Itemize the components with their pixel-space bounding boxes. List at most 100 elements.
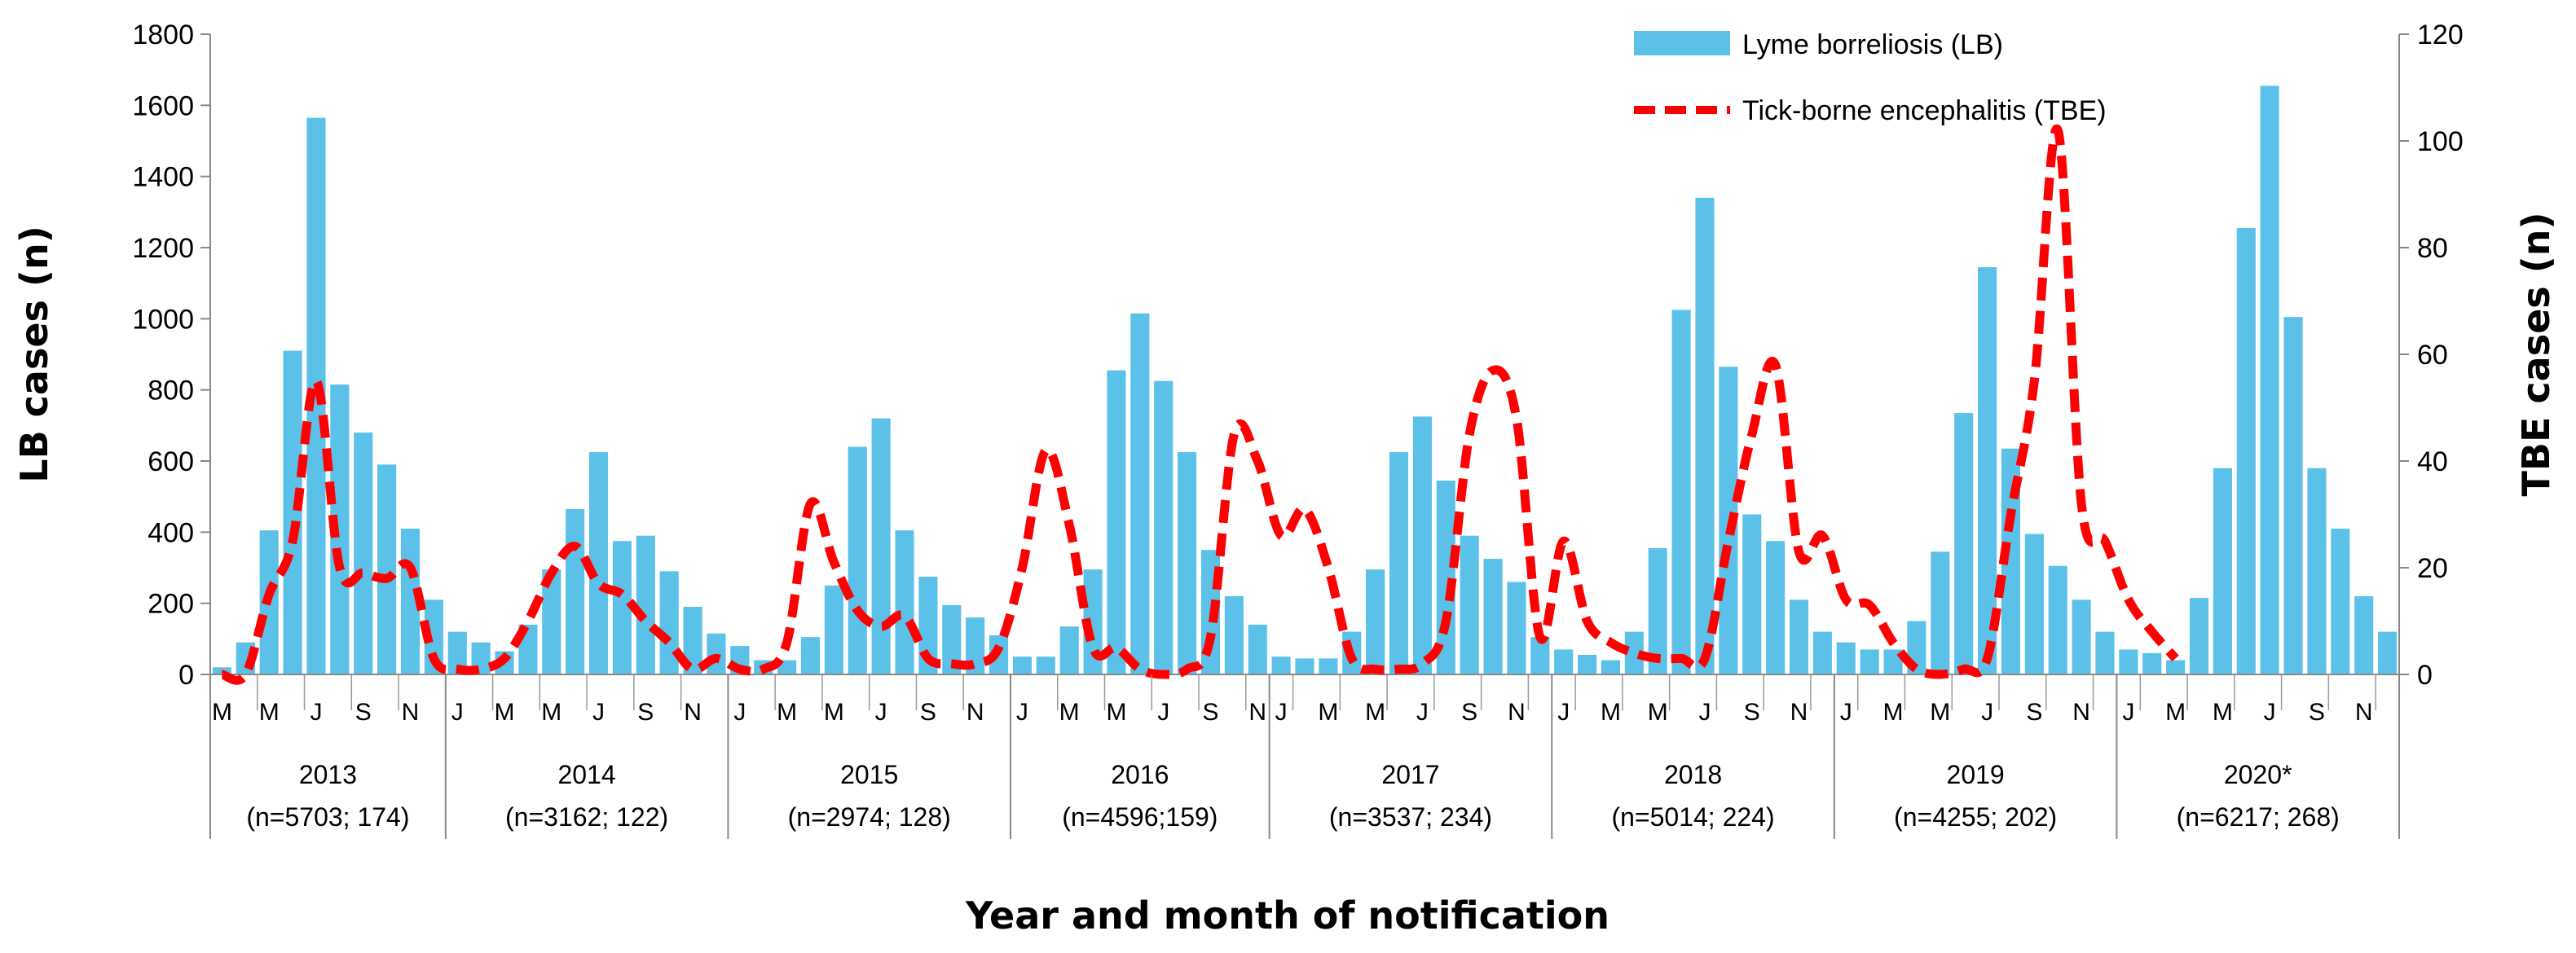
right-tick-label: 120 — [2417, 20, 2464, 51]
lb-bar — [1248, 624, 1267, 674]
lb-bar — [377, 464, 397, 674]
month-label: J — [2122, 699, 2134, 726]
month-label: J — [451, 699, 464, 726]
lb-bar — [566, 508, 585, 674]
lb-bar — [2260, 86, 2279, 675]
lb-bar — [1389, 452, 1409, 674]
left-ticks: 0 200 400 600 800 1000 1200 1400 1600 1800 — [132, 20, 210, 691]
month-label: M — [1059, 699, 1080, 726]
right-tick-label: 100 — [2417, 126, 2464, 157]
lb-bar — [1789, 599, 1809, 674]
lb-bar — [283, 350, 302, 674]
left-tick-label: 200 — [148, 589, 194, 620]
lb-bar — [354, 433, 373, 674]
lb-bar — [1295, 658, 1314, 674]
lb-bar — [542, 569, 561, 674]
month-label: S — [2026, 699, 2042, 726]
month-label: S — [1461, 699, 1477, 726]
left-tick-label: 600 — [148, 446, 194, 477]
year-label: 2019 — [1947, 760, 2005, 789]
right-tick-label: 60 — [2417, 340, 2448, 371]
lb-bar — [1836, 642, 1856, 674]
month-label: M — [1601, 699, 1621, 726]
month-label: M — [2213, 699, 2233, 726]
month-label: M — [777, 699, 797, 726]
month-label: N — [2355, 699, 2373, 726]
legend-lb-swatch — [1634, 31, 1730, 55]
month-label: S — [637, 699, 654, 726]
month-label: J — [1416, 699, 1429, 726]
right-tick-label: 20 — [2417, 553, 2448, 584]
month-label: J — [1016, 699, 1028, 726]
year-counts: (n=4255; 202) — [1894, 802, 2057, 832]
lb-bar — [1931, 551, 1950, 674]
month-label: J — [1840, 699, 1852, 726]
tbe-series-line — [220, 124, 2179, 685]
month-label: N — [1508, 699, 1526, 726]
year-label: 2014 — [558, 760, 616, 789]
month-label: J — [1557, 699, 1570, 726]
left-tick-label: 1800 — [132, 20, 194, 51]
lb-bar — [2283, 317, 2303, 674]
year-label: 2020* — [2224, 760, 2292, 789]
lb-bar — [800, 637, 821, 674]
lb-bar — [2024, 534, 2044, 674]
year-counts: (n=3162; 122) — [505, 802, 668, 832]
legend-lb-label: Lyme borreliosis (LB) — [1742, 29, 2003, 60]
lb-bar — [1954, 413, 1974, 674]
month-label: M — [1648, 699, 1668, 726]
tbe-line — [220, 124, 2179, 685]
lb-bar — [2119, 649, 2138, 674]
year-label: 2018 — [1664, 760, 1722, 789]
lb-bar — [707, 633, 726, 674]
lb-bar — [1154, 380, 1174, 674]
lb-bar — [1460, 535, 1479, 674]
lb-bar — [1578, 654, 1597, 674]
lb-bar — [1366, 569, 1385, 674]
lb-bar — [2378, 631, 2398, 674]
month-label: S — [920, 699, 936, 726]
lb-bar — [1648, 547, 1667, 674]
y-axis-right-title: TBE cases (n) — [2514, 213, 2558, 497]
lb-bar — [1319, 658, 1338, 674]
lb-bar — [1530, 637, 1550, 674]
left-tick-label: 1000 — [132, 304, 194, 335]
year-counts: (n=5014; 224) — [1611, 802, 1774, 832]
lb-bar — [1978, 267, 1997, 674]
month-label: J — [310, 699, 322, 726]
month-label: M — [1365, 699, 1385, 726]
lb-bar — [1012, 657, 1032, 674]
lb-bar — [1695, 197, 1715, 674]
lb-bar — [1554, 649, 1574, 674]
lb-bar — [2142, 652, 2162, 674]
lb-bar — [824, 585, 843, 674]
month-label: S — [1744, 699, 1760, 726]
month-label: S — [1202, 699, 1218, 726]
month-label: S — [355, 699, 372, 726]
right-tick-label: 0 — [2417, 660, 2433, 691]
lb-bar — [330, 384, 350, 674]
left-tick-label: 800 — [148, 375, 194, 406]
year-counts: (n=4596;159) — [1062, 802, 1218, 832]
lb-bar — [1624, 631, 1644, 674]
lb-bar — [1178, 452, 1197, 674]
lb-bar — [2048, 565, 2067, 674]
lb-bar — [636, 535, 655, 674]
month-label: N — [402, 699, 420, 726]
month-label: S — [2309, 699, 2325, 726]
month-label: N — [967, 699, 984, 726]
month-label: M — [259, 699, 280, 726]
month-label: J — [875, 699, 887, 726]
lb-bar — [1601, 660, 1621, 674]
left-tick-label: 1200 — [132, 233, 194, 264]
lb-bar — [588, 452, 609, 674]
month-label: N — [684, 699, 702, 726]
lb-bar — [447, 631, 467, 674]
y-axis-left-title: LB cases (n) — [12, 226, 56, 482]
month-label: M — [212, 699, 232, 726]
lb-bar — [966, 617, 985, 674]
month-label: J — [1698, 699, 1711, 726]
month-label: M — [1930, 699, 1950, 726]
lb-bar — [1107, 370, 1126, 674]
